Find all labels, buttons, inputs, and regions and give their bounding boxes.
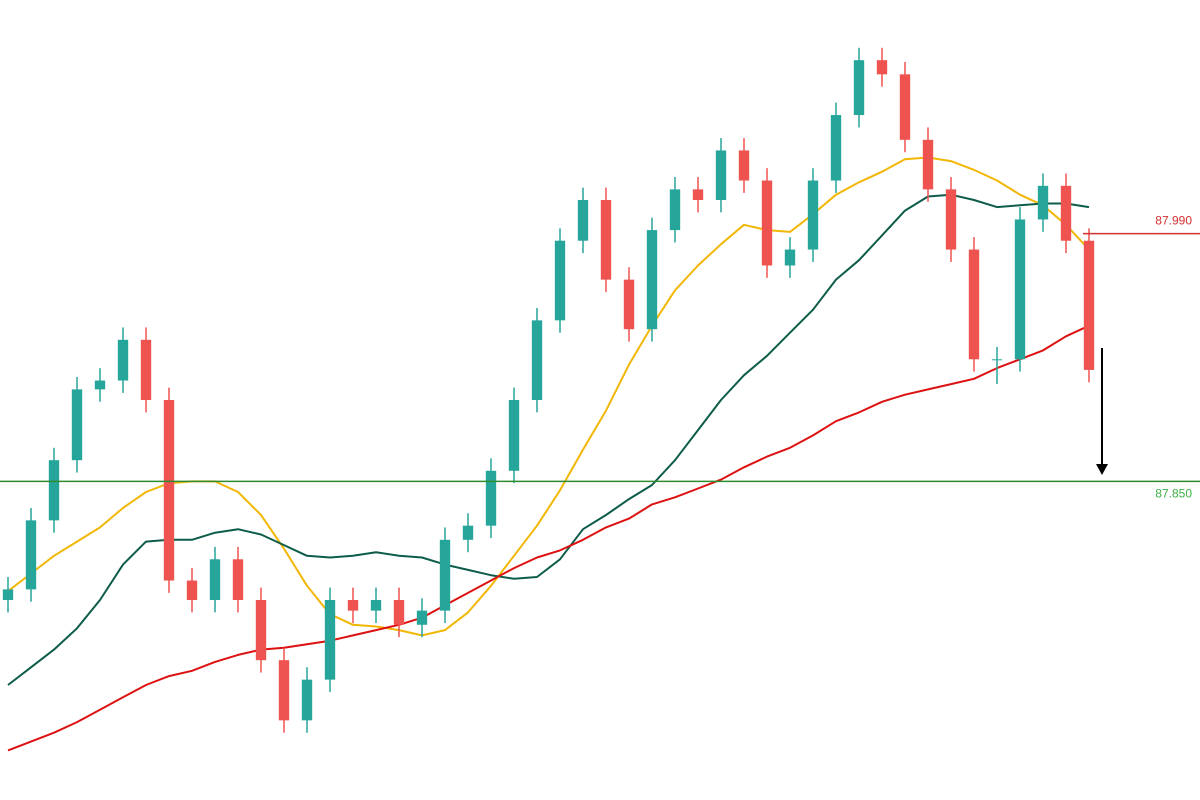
candle-body	[94, 380, 106, 390]
candle-body	[393, 600, 405, 625]
candle-body	[278, 660, 290, 721]
candle-body	[531, 320, 543, 400]
candle-body	[347, 600, 359, 611]
candle-body	[186, 580, 198, 600]
candle-body	[945, 189, 957, 250]
arrow-head	[1096, 464, 1108, 475]
candle-body	[163, 400, 175, 581]
candle-body	[784, 249, 796, 266]
candle-body	[2, 589, 14, 600]
candle-body	[738, 150, 750, 181]
candle-body	[623, 279, 635, 330]
candle-body	[439, 539, 451, 611]
candle-body	[301, 679, 313, 721]
candle-body	[876, 60, 888, 75]
candle-body	[117, 339, 129, 381]
candle-body	[646, 230, 658, 330]
candle-body	[48, 460, 60, 521]
candle-body	[370, 600, 382, 611]
candle-body	[508, 400, 520, 471]
candle-body	[140, 339, 152, 400]
candle-body	[462, 525, 474, 540]
candle-body	[25, 520, 37, 590]
candle-body	[554, 240, 566, 321]
price-level-label: 87.990	[1155, 214, 1192, 228]
candle-body	[209, 559, 221, 600]
candle-body	[485, 470, 497, 526]
moving-average-line	[7, 324, 1090, 752]
moving-average-line	[7, 193, 1090, 686]
candle-body	[1014, 219, 1026, 360]
candle-body	[71, 389, 83, 461]
candle-body	[761, 180, 773, 266]
candle-body	[1083, 240, 1095, 370]
candle-body	[807, 180, 819, 250]
candle-body	[232, 559, 244, 600]
candle-body	[692, 189, 704, 200]
plot: 87.990 87.850	[0, 47, 1200, 752]
candle-body	[991, 359, 1003, 361]
candle-body	[853, 60, 865, 116]
candle-body	[577, 200, 589, 241]
price-level-label: 87.850	[1155, 486, 1192, 500]
candle-body	[1037, 185, 1049, 220]
candle-body	[899, 74, 911, 140]
candle-body	[416, 610, 428, 625]
candle-body	[968, 249, 980, 360]
candle-body	[669, 189, 681, 231]
candle-body	[830, 115, 842, 181]
candle-body	[600, 200, 612, 280]
candle-body	[324, 600, 336, 680]
candle-body	[715, 150, 727, 200]
candle-body	[922, 139, 934, 190]
candle-body	[1060, 185, 1072, 241]
candle-body	[255, 600, 267, 661]
